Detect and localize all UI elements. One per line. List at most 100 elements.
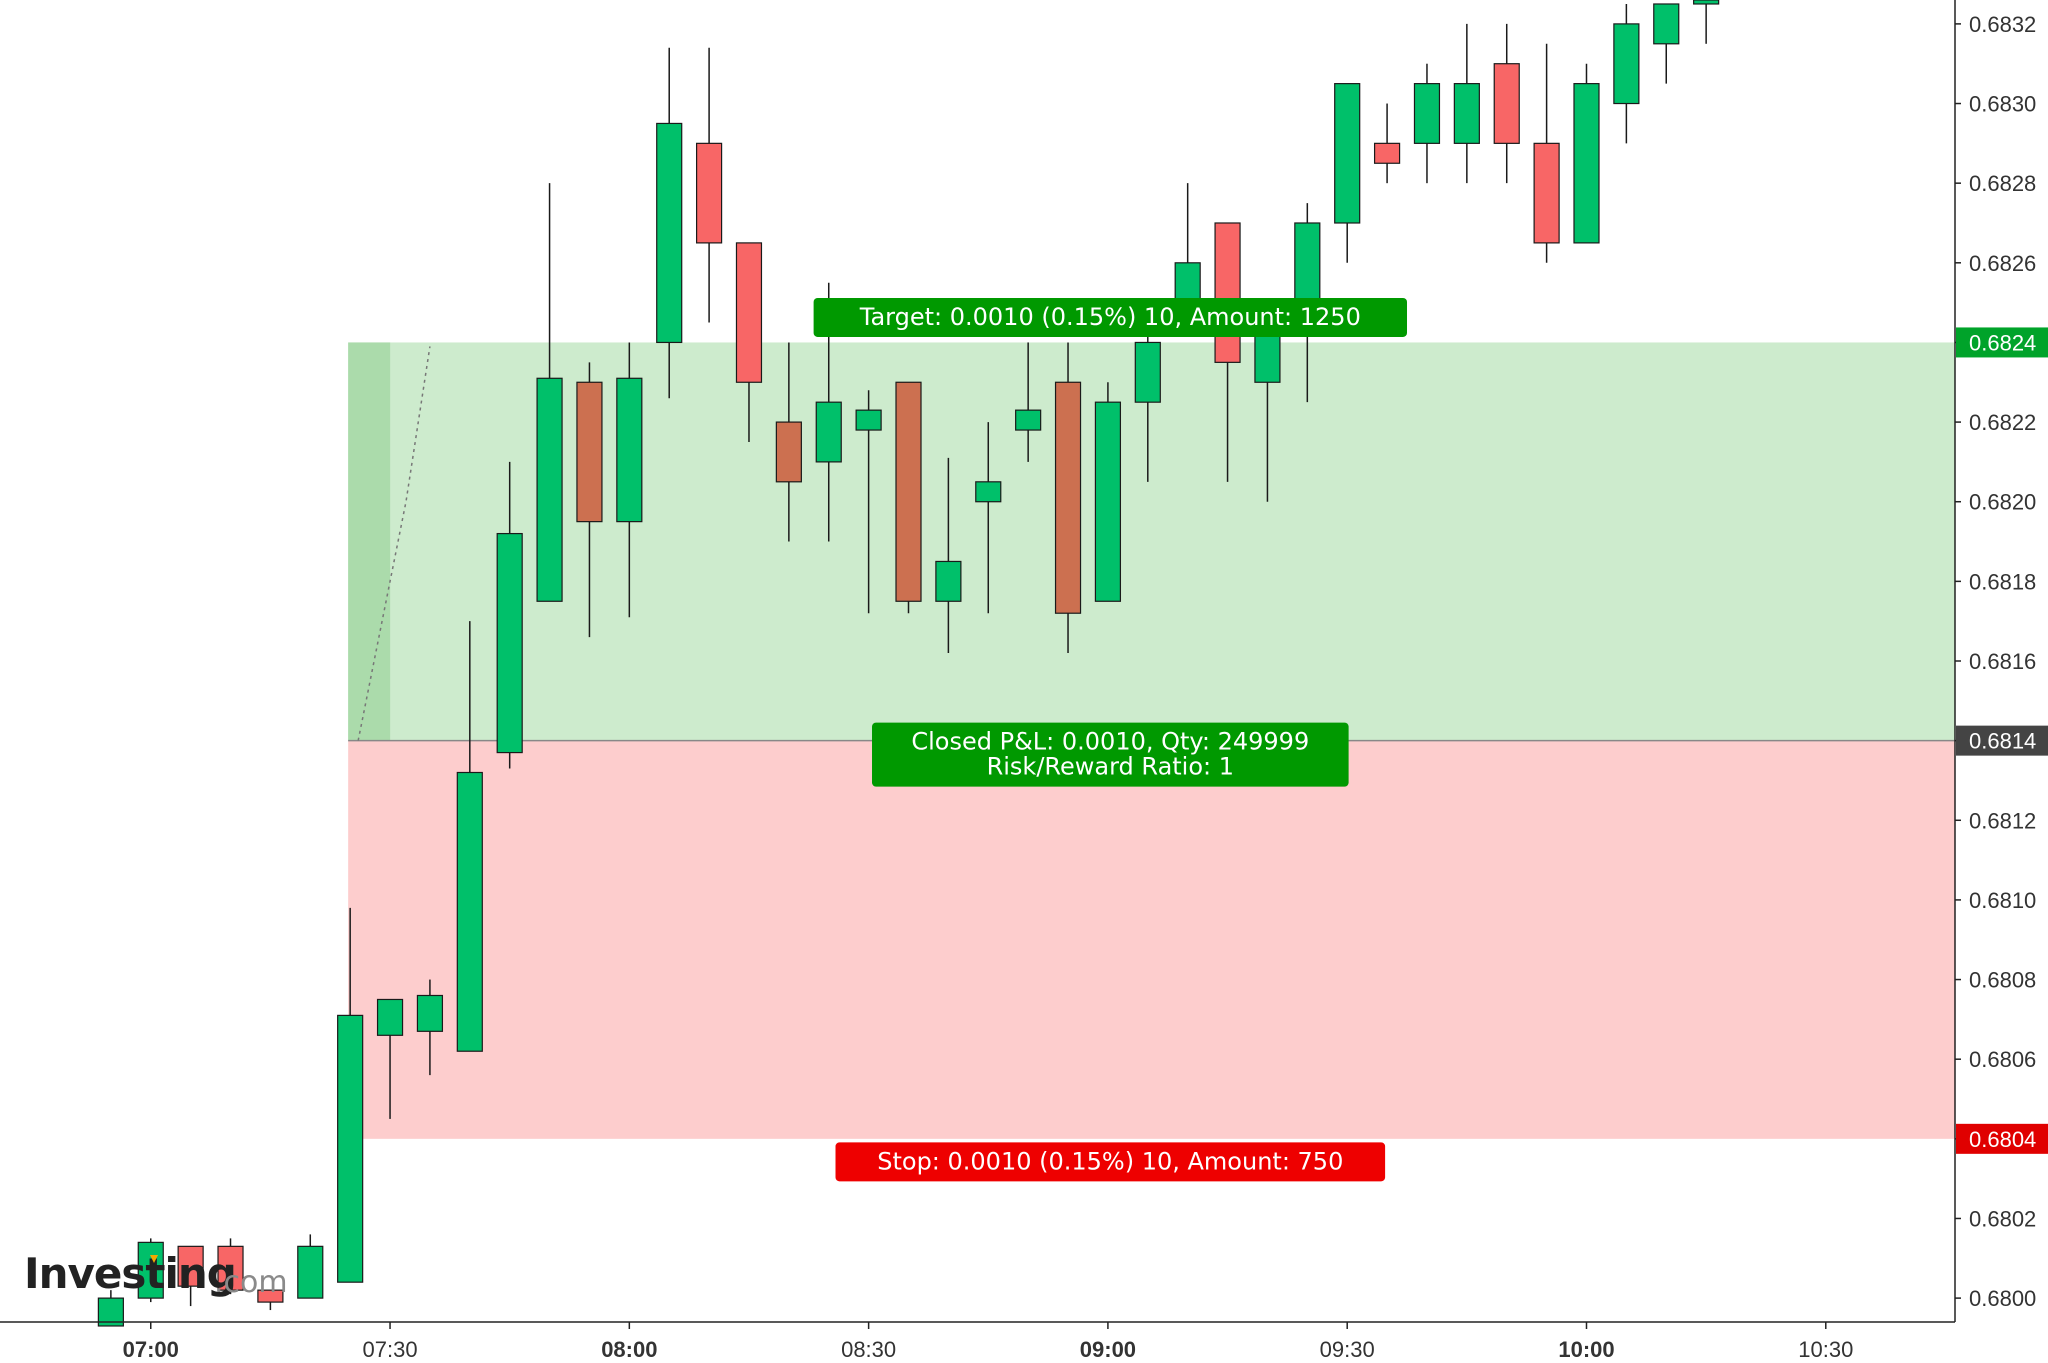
candle[interactable]	[536, 183, 563, 602]
candle[interactable]	[1134, 322, 1161, 482]
y-tick-label: 0.6810	[1969, 888, 2036, 913]
candle-body[interactable]	[855, 409, 882, 431]
candle-body[interactable]	[416, 994, 444, 1032]
candle[interactable]	[656, 47, 683, 399]
candle[interactable]	[695, 47, 723, 323]
candle[interactable]	[496, 461, 523, 769]
candle[interactable]	[1493, 23, 1520, 184]
candle-body[interactable]	[1214, 222, 1241, 363]
candle-body[interactable]	[1134, 341, 1161, 403]
candle[interactable]	[1693, 0, 1720, 44]
candle[interactable]	[935, 457, 962, 654]
logo-suffix: .com	[214, 1265, 288, 1300]
candle-body[interactable]	[137, 1241, 164, 1299]
candle[interactable]	[576, 362, 603, 638]
candle-body[interactable]	[1693, 0, 1720, 5]
candle-body[interactable]	[975, 481, 1002, 503]
candle-body[interactable]	[616, 377, 643, 523]
candle[interactable]	[1214, 222, 1241, 482]
price-tag[interactable]: 0.6804	[1956, 1123, 2048, 1154]
candle-body[interactable]	[1373, 142, 1401, 164]
candle[interactable]	[137, 1238, 164, 1303]
candle[interactable]	[1015, 342, 1042, 462]
y-tick-label: 0.6812	[1969, 808, 2036, 833]
y-tick-label: 0.6800	[1969, 1286, 2036, 1311]
candle-body[interactable]	[1174, 262, 1201, 304]
candle-body[interactable]	[576, 381, 603, 523]
candle[interactable]	[456, 621, 483, 1052]
candle-body[interactable]	[177, 1245, 204, 1287]
candle[interactable]	[376, 998, 404, 1119]
target-badge[interactable]: Target: 0.0010 (0.15%) 10, Amount: 1250	[813, 297, 1408, 337]
price-tag-box	[1956, 725, 2048, 756]
closed-pnl-badge[interactable]: Closed P&L: 0.0010, Qty: 249999Risk/Rewa…	[872, 722, 1349, 787]
candle-body[interactable]	[376, 998, 404, 1036]
stop-badge[interactable]: Stop: 0.0010 (0.15%) 10, Amount: 750	[835, 1142, 1386, 1182]
candle[interactable]	[1533, 43, 1560, 263]
loss-zone[interactable]	[348, 740, 1956, 1139]
candle[interactable]	[1094, 382, 1122, 602]
candle[interactable]	[1373, 103, 1401, 184]
x-tick-label: 09:00	[1080, 1337, 1136, 1362]
candle-body[interactable]	[656, 122, 683, 344]
x-tick-label: 08:30	[841, 1337, 896, 1362]
y-tick-label: 0.6816	[1969, 649, 2036, 674]
y-tick-label: 0.6828	[1969, 171, 2036, 196]
y-tick-label: 0.6806	[1969, 1047, 2036, 1072]
candle[interactable]	[975, 422, 1002, 614]
profit-zone[interactable]	[348, 342, 1956, 741]
candle-body[interactable]	[1453, 83, 1480, 144]
candle[interactable]	[297, 1234, 324, 1299]
candle[interactable]	[616, 342, 643, 618]
candle[interactable]	[1334, 83, 1361, 263]
candle[interactable]	[855, 390, 882, 614]
candle-body[interactable]	[337, 1014, 364, 1283]
candle-body[interactable]	[496, 532, 523, 754]
candle-body[interactable]	[1413, 83, 1441, 144]
candle[interactable]	[1054, 342, 1082, 654]
y-tick-label: 0.6832	[1969, 12, 2036, 37]
price-tag[interactable]: 0.6814	[1956, 725, 2048, 756]
candle-body[interactable]	[536, 377, 563, 602]
candle-body[interactable]	[1573, 83, 1600, 244]
candle[interactable]	[217, 1238, 244, 1295]
candle[interactable]	[895, 381, 922, 614]
candle-body[interactable]	[735, 242, 763, 383]
candle-body[interactable]	[1653, 3, 1680, 45]
price-tag[interactable]: 0.6824	[1956, 327, 2048, 358]
candle[interactable]	[1573, 63, 1600, 244]
candle[interactable]	[735, 242, 763, 442]
candle[interactable]	[1413, 63, 1441, 184]
candle-body[interactable]	[1533, 142, 1560, 244]
closed-pnl-badge-text: Closed P&L: 0.0010, Qty: 249999	[911, 728, 1309, 756]
candle-body[interactable]	[1094, 401, 1122, 602]
candle[interactable]	[416, 979, 444, 1076]
candle-body[interactable]	[257, 1289, 284, 1303]
candle-body[interactable]	[695, 142, 723, 244]
candle-body[interactable]	[895, 381, 922, 602]
candle-body[interactable]	[1015, 409, 1042, 431]
candle[interactable]	[1453, 23, 1480, 184]
candle-body[interactable]	[1334, 83, 1361, 224]
candle-body[interactable]	[297, 1245, 324, 1299]
candle-body[interactable]	[456, 771, 483, 1052]
candle-body[interactable]	[1613, 23, 1640, 105]
candle-body[interactable]	[775, 421, 802, 483]
candle-body[interactable]	[935, 560, 962, 602]
x-tick-label: 10:00	[1558, 1337, 1614, 1362]
candle[interactable]	[177, 1245, 204, 1307]
candle-body[interactable]	[1493, 63, 1520, 144]
candle[interactable]	[1174, 183, 1201, 323]
candle-body[interactable]	[815, 401, 842, 463]
candle[interactable]	[1613, 3, 1640, 144]
candle[interactable]	[337, 907, 364, 1283]
price-tag-label: 0.6824	[1969, 330, 2036, 355]
candle[interactable]	[257, 1289, 284, 1311]
target-badge-text: Target: 0.0010 (0.15%) 10, Amount: 1250	[859, 303, 1361, 331]
candle-body[interactable]	[1054, 381, 1082, 614]
candle-body[interactable]	[217, 1245, 244, 1291]
candle[interactable]	[1653, 3, 1680, 84]
candles	[97, 0, 1720, 1327]
candle[interactable]	[775, 342, 802, 542]
